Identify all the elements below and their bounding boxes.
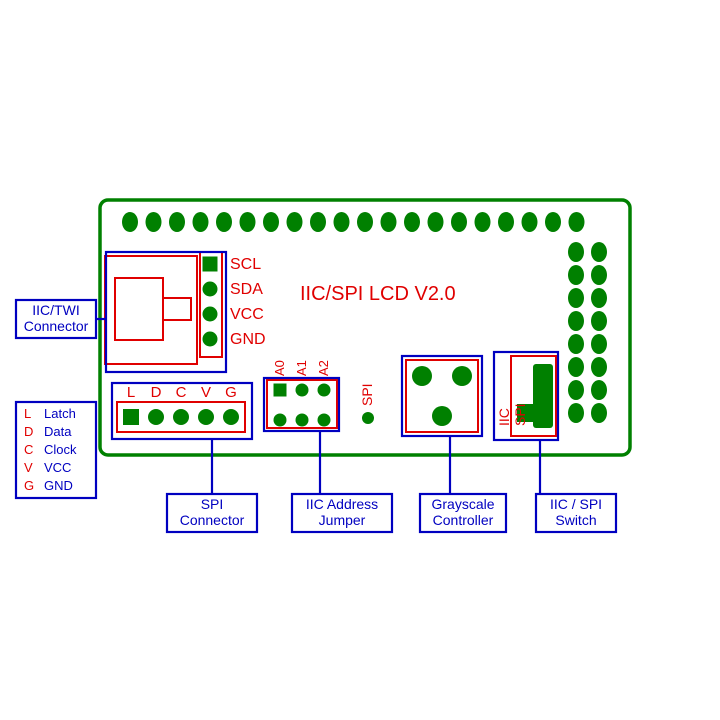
svg-text:Data: Data — [44, 424, 72, 439]
svg-text:G: G — [225, 384, 237, 401]
svg-text:Clock: Clock — [44, 442, 77, 457]
svg-text:Connector: Connector — [24, 318, 89, 334]
svg-text:G: G — [24, 478, 34, 493]
svg-text:V: V — [24, 460, 33, 475]
svg-text:Switch: Switch — [555, 512, 596, 528]
svg-text:V: V — [201, 384, 211, 401]
svg-text:SPI: SPI — [512, 403, 528, 426]
svg-text:C: C — [24, 442, 33, 457]
svg-text:A1: A1 — [294, 360, 309, 376]
svg-text:Jumper: Jumper — [319, 512, 366, 528]
svg-text:IIC: IIC — [496, 408, 512, 426]
svg-text:GND: GND — [230, 331, 266, 348]
svg-text:IIC/TWI: IIC/TWI — [32, 302, 79, 318]
svg-text:L: L — [24, 406, 31, 421]
svg-text:IIC/SPI LCD V2.0: IIC/SPI LCD V2.0 — [300, 283, 456, 305]
svg-text:GND: GND — [44, 478, 73, 493]
svg-text:IIC / SPI: IIC / SPI — [550, 496, 602, 512]
svg-text:Grayscale: Grayscale — [431, 496, 494, 512]
svg-text:VCC: VCC — [230, 306, 264, 323]
svg-text:C: C — [176, 384, 187, 401]
svg-text:Controller: Controller — [433, 512, 494, 528]
svg-text:D: D — [151, 384, 162, 401]
svg-text:Connector: Connector — [180, 512, 245, 528]
svg-text:D: D — [24, 424, 33, 439]
svg-text:L: L — [127, 384, 135, 401]
svg-text:SCL: SCL — [230, 256, 261, 273]
svg-text:SPI: SPI — [201, 496, 224, 512]
svg-text:A2: A2 — [316, 360, 331, 376]
svg-text:Latch: Latch — [44, 406, 76, 421]
svg-text:SPI: SPI — [359, 383, 375, 406]
svg-text:IIC Address: IIC Address — [306, 496, 378, 512]
svg-text:A0: A0 — [272, 360, 287, 376]
svg-text:SDA: SDA — [230, 281, 263, 298]
svg-text:VCC: VCC — [44, 460, 71, 475]
